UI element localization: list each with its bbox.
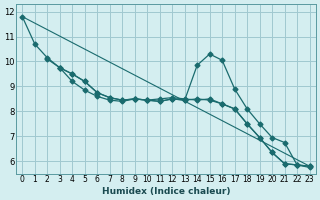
X-axis label: Humidex (Indice chaleur): Humidex (Indice chaleur) — [102, 187, 230, 196]
